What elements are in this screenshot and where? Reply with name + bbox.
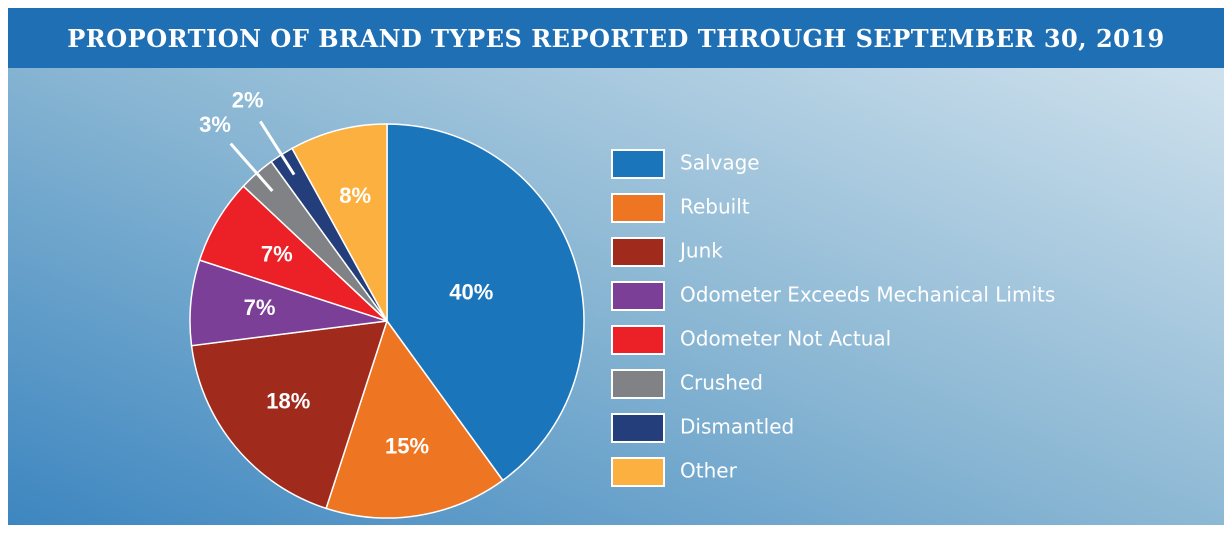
data-label: 8% — [339, 183, 371, 208]
legend-label: Dismantled — [680, 415, 794, 439]
legend-label: Odometer Exceeds Mechanical Limits — [680, 283, 1055, 307]
legend-label: Junk — [678, 239, 723, 263]
legend-label: Crushed — [680, 371, 763, 395]
legend-swatch — [611, 149, 665, 179]
legend-swatch — [611, 193, 665, 223]
leader-line — [259, 120, 296, 176]
legend: Salvage Rebuilt Junk Odometer Exceeds Mecha… — [611, 149, 1055, 487]
data-label: 2% — [232, 87, 264, 112]
data-label: 18% — [266, 388, 310, 413]
leader-line — [229, 142, 274, 192]
legend-swatch — [611, 237, 665, 267]
pie-slice — [291, 123, 388, 322]
legend-swatch — [611, 369, 665, 399]
chart-title: PROPORTION OF BRAND TYPES REPORTED THROU… — [67, 24, 1165, 53]
legend-swatch — [611, 413, 665, 443]
title-bar — [8, 8, 1224, 68]
data-label: 7% — [261, 242, 293, 267]
pie-slice — [386, 123, 585, 482]
legend-label: Salvage — [680, 151, 760, 175]
data-label: 40% — [449, 279, 493, 304]
legend-swatch — [611, 281, 665, 311]
pie-slice — [325, 319, 504, 519]
legend-swatch — [611, 457, 665, 487]
legend-label: Rebuilt — [680, 195, 750, 219]
legend-label: Odometer Not Actual — [680, 327, 891, 351]
pie-slice — [190, 320, 389, 510]
data-label: 3% — [199, 112, 231, 137]
data-label: 7% — [244, 295, 276, 320]
pie: 40% 15% 18% 7% 7% 3%2% 8% — [189, 87, 585, 519]
legend-swatch — [611, 325, 665, 355]
legend-label: Other — [680, 459, 738, 483]
data-label: 15% — [385, 433, 429, 458]
